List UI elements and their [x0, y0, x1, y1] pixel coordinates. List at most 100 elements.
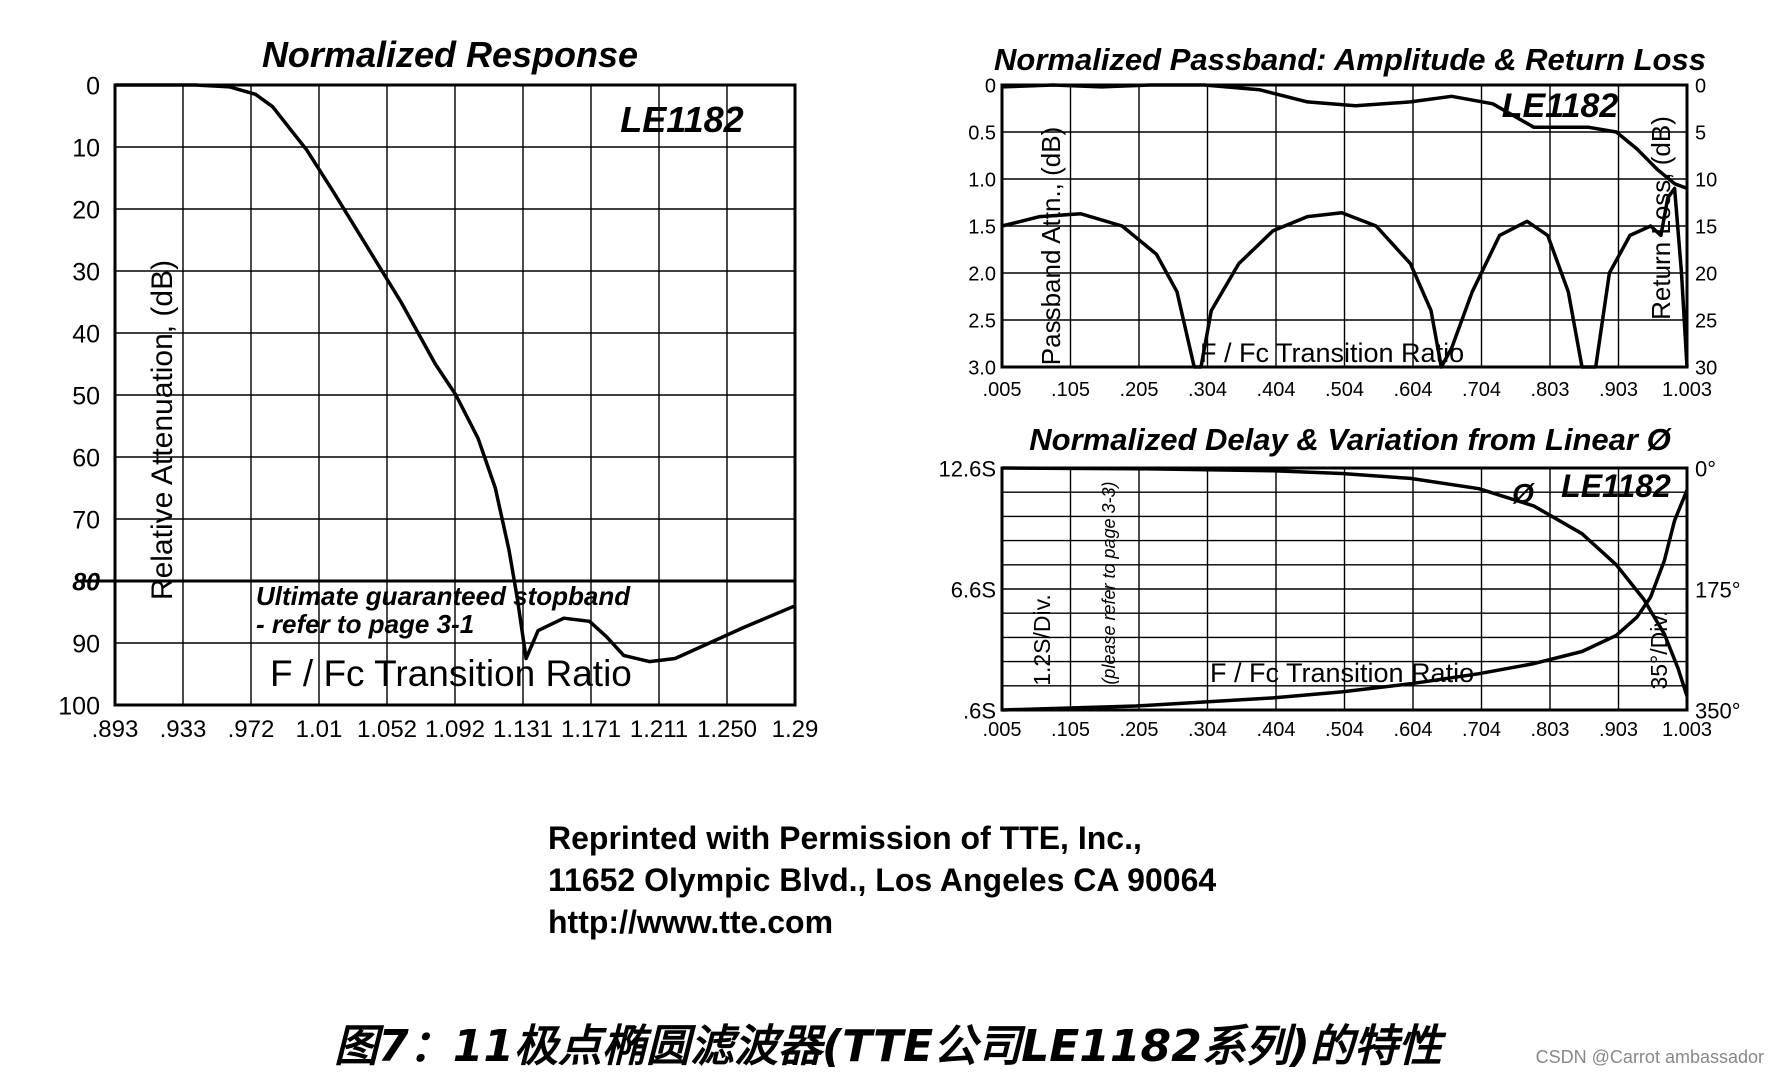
y-tick-label: 1.0	[968, 170, 996, 192]
y-axis-label: 1.2S/Div.	[1029, 594, 1055, 686]
chart-series	[1001, 466, 1689, 712]
x-tick-label: .893	[92, 716, 139, 743]
x-tick-label: .803	[1531, 719, 1570, 741]
y-tick-label: 20	[72, 197, 100, 225]
x-tick-label: .803	[1531, 379, 1570, 401]
x-tick-label: .972	[228, 716, 275, 743]
x-tick-label: .504	[1325, 719, 1364, 741]
y-tick-label: .6S	[963, 698, 996, 723]
x-tick-label: 1.29	[772, 716, 819, 743]
y2-tick-labels: 0° 175° 350°	[1695, 456, 1741, 723]
x-tick-label: .604	[1394, 719, 1433, 741]
x-tick-label: 1.003	[1662, 379, 1712, 401]
x-tick-label: 1.211	[630, 716, 688, 743]
y-tick-label: 90	[72, 631, 100, 659]
series-line-left-axis	[115, 83, 796, 664]
x-tick-label: .704	[1462, 719, 1501, 741]
x-tick-label: 1.092	[425, 716, 485, 743]
y-tick-label: 50	[72, 383, 100, 411]
x-tick-label: 1.052	[357, 716, 417, 743]
phase-series-label: Ø	[1512, 478, 1535, 509]
x-tick-label: .304	[1188, 719, 1227, 741]
x-tick-label: .005	[983, 379, 1022, 401]
x-tick-label: 1.171	[561, 716, 621, 743]
x-tick-label: .005	[983, 719, 1022, 741]
x-tick-label: .404	[1257, 379, 1296, 401]
x-tick-label: 1.250	[697, 716, 757, 743]
watermark: CSDN @Carrot ambassador	[1535, 1047, 1764, 1067]
y-tick-label: 2.5	[968, 311, 996, 333]
x-tick-label: .404	[1257, 719, 1296, 741]
figure-caption: 图7：11极点椭圆滤波器(TTE公司LE1182系列)的特性	[334, 1021, 1442, 1072]
y-axis-note: (please refer to page 3-3)	[1099, 481, 1119, 684]
y2-tick-label: 175°	[1695, 577, 1741, 602]
y-tick-label: 0.5	[968, 123, 996, 145]
x-tick-labels: .893 .933 .972 1.01 1.052 1.092 1.131 1.171 1.21…	[92, 716, 819, 743]
inset-label: LE1182	[1502, 87, 1619, 125]
y-tick-label: 80	[72, 569, 100, 597]
y-tick-labels: 0 10 20 30 40 50 60 70 80 90 100	[58, 73, 100, 721]
y2-tick-label: 10	[1695, 170, 1717, 192]
inset-label: LE1182	[1561, 468, 1671, 504]
chart-title: Normalized Passband: Amplitude & Return …	[994, 42, 1706, 77]
x-tick-label: .504	[1325, 379, 1364, 401]
x-tick-label: 1.003	[1662, 719, 1712, 741]
y-tick-label: 60	[72, 445, 100, 473]
annotation-line-1: Ultimate guaranteed stopband	[256, 581, 631, 611]
y2-tick-labels: 0 5 10 15 20 25 30	[1695, 76, 1717, 380]
y2-tick-label: 15	[1695, 217, 1717, 239]
y-tick-label: 1.5	[968, 217, 996, 239]
chart-title: Normalized Response	[262, 34, 638, 75]
annotation-line-2: - refer to page 3-1	[256, 609, 474, 639]
y-tick-label: 3.0	[968, 358, 996, 380]
x-tick-label: .604	[1394, 379, 1433, 401]
passband-chart: Normalized Passband: Amplitude & Return …	[968, 42, 1717, 401]
plot-frame	[1000, 83, 1689, 369]
y2-tick-label: 350°	[1695, 698, 1741, 723]
y-tick-label: 0	[985, 76, 996, 98]
y-tick-labels: 0 0.5 1.0 1.5 2.0 2.5 3.0	[968, 76, 996, 380]
y-tick-label: 10	[72, 135, 100, 163]
x-tick-labels: .005 .105 .205 .304 .404 .504 .604 .704 .803 .903…	[983, 719, 1713, 741]
y-tick-label: 2.0	[968, 264, 996, 286]
x-axis-label: F / Fc Transition Ratio	[270, 653, 632, 694]
y2-tick-label: 0	[1695, 76, 1706, 98]
x-tick-label: .903	[1599, 379, 1638, 401]
credit-line-3[interactable]: http://www.tte.com	[548, 904, 834, 940]
y-tick-label: 30	[72, 259, 100, 287]
y-tick-label: 0	[86, 73, 100, 101]
y-axis-label: Relative Attenuation, (dB)	[146, 260, 179, 600]
y2-tick-label: 25	[1695, 311, 1717, 333]
delay-chart: Normalized Delay & Variation from Linear…	[939, 422, 1741, 741]
y2-axis-label: Return Loss, (dB)	[1646, 116, 1676, 320]
y2-axis-label: 35°/Div.	[1646, 610, 1672, 689]
credit-line-2: 11652 Olympic Blvd., Los Angeles CA 9006…	[548, 862, 1217, 898]
x-tick-label: .704	[1462, 379, 1501, 401]
plot-frame	[1000, 466, 1689, 712]
series-line-left-axis	[1001, 489, 1689, 712]
x-tick-label: .105	[1051, 379, 1090, 401]
x-tick-label: .205	[1120, 379, 1159, 401]
y2-tick-label: 20	[1695, 264, 1717, 286]
x-tick-label: .205	[1120, 719, 1159, 741]
chart-title: Normalized Delay & Variation from Linear…	[1029, 422, 1672, 457]
x-tick-label: 1.01	[296, 716, 343, 743]
series-line-right-axis	[1001, 466, 1689, 697]
y-tick-label: 6.6S	[951, 577, 996, 602]
y2-tick-label: 30	[1695, 358, 1717, 380]
chart-series	[115, 83, 796, 664]
y-axis-label: Passband Attn., (dB)	[1036, 127, 1066, 365]
plot-frame	[113, 83, 797, 707]
y-tick-labels: 12.6S 6.6S .6S	[939, 456, 997, 723]
x-tick-label: .933	[160, 716, 207, 743]
x-tick-label: .105	[1051, 719, 1090, 741]
credit-line-1: Reprinted with Permission of TTE, Inc.,	[548, 820, 1142, 856]
x-tick-label: .903	[1599, 719, 1638, 741]
normalized-response-chart: Normalized Response .893 .933 .972 1.01 1.05…	[58, 34, 818, 743]
x-tick-labels: .005 .105 .205 .304 .404 .504 .604 .704 .803 .903…	[983, 379, 1713, 401]
y-tick-label: 12.6S	[939, 456, 997, 481]
x-axis-label: F / Fc Transition Ratio	[1200, 338, 1464, 368]
x-axis-label: F / Fc Transition Ratio	[1210, 658, 1474, 688]
x-tick-label: 1.131	[493, 716, 553, 743]
